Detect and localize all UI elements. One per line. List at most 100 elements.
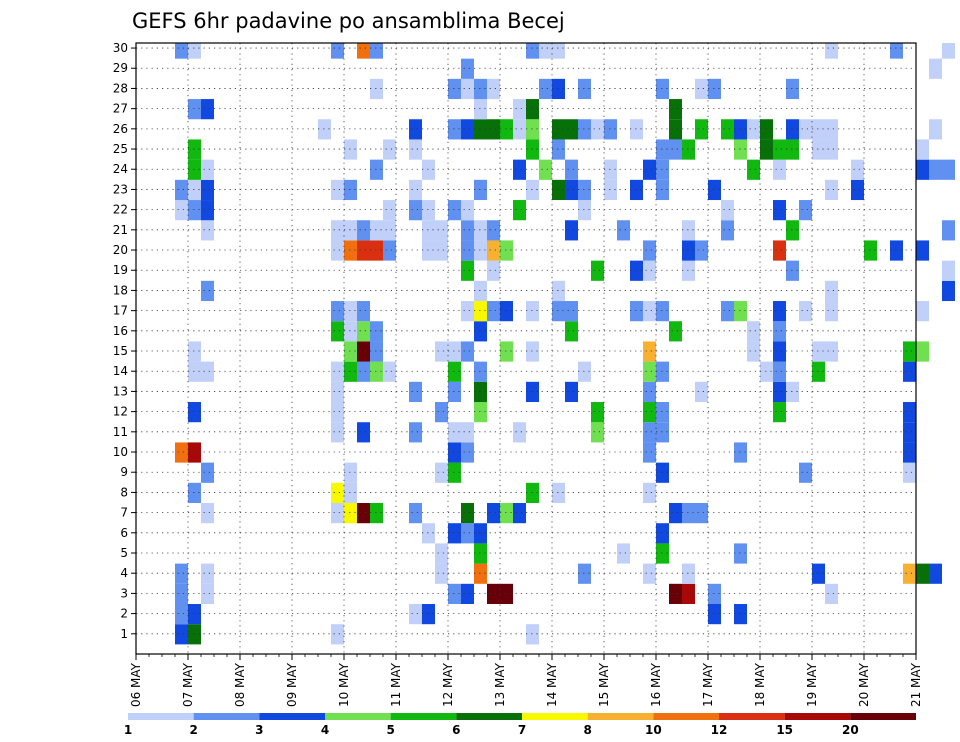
heatmap-cell <box>487 220 500 241</box>
heatmap-cell <box>188 139 201 160</box>
heatmap-cell <box>331 503 344 524</box>
heatmap-cell <box>344 341 357 362</box>
heatmap-cell <box>474 543 487 564</box>
heatmap-cell <box>812 119 825 140</box>
heatmap-cell <box>656 422 669 443</box>
heatmap-cell <box>708 604 721 625</box>
heatmap-cell <box>812 139 825 160</box>
y-tick-label: 30 <box>113 41 128 55</box>
heatmap-cell <box>435 543 448 564</box>
heatmap-cell <box>916 139 929 160</box>
heatmap-cell <box>201 99 214 120</box>
y-tick-label: 6 <box>120 526 128 540</box>
heatmap-cell <box>773 402 786 423</box>
heatmap-cell <box>773 159 786 180</box>
heatmap-cell <box>422 159 435 180</box>
y-tick-label: 11 <box>113 425 128 439</box>
y-tick-label: 7 <box>120 506 128 520</box>
heatmap-cell <box>435 563 448 584</box>
heatmap-cell <box>656 402 669 423</box>
heatmap-cell <box>552 280 565 302</box>
heatmap-cell <box>942 280 955 302</box>
heatmap-cell <box>643 422 656 443</box>
heatmap-cell <box>422 240 435 261</box>
heatmap-cell <box>487 583 500 605</box>
heatmap-cell <box>474 179 487 201</box>
heatmap-cell <box>942 159 955 180</box>
heatmap-cell <box>825 179 838 201</box>
heatmap-cell <box>552 179 565 201</box>
heatmap-cell <box>331 321 344 342</box>
heatmap-cell <box>526 119 539 140</box>
heatmap-cell <box>734 119 747 140</box>
heatmap-cell <box>370 321 383 342</box>
heatmap-cell <box>604 159 617 180</box>
y-tick-label: 27 <box>113 102 128 116</box>
heatmap-cell <box>565 301 578 322</box>
heatmap-cell <box>591 422 604 443</box>
heatmap-cell <box>734 301 747 322</box>
colorbar-swatch <box>325 713 391 720</box>
heatmap-cell <box>825 43 838 59</box>
heatmap-cell <box>929 119 942 140</box>
colorbar-swatch <box>456 713 522 720</box>
heatmap-cell <box>656 78 669 100</box>
y-tick-label: 18 <box>113 283 128 297</box>
heatmap-cell <box>344 139 357 160</box>
heatmap-cell <box>552 301 565 322</box>
heatmap-cell <box>331 402 344 423</box>
heatmap-cell <box>409 139 422 160</box>
heatmap-cell <box>721 220 734 241</box>
colorbar-label: 6 <box>452 723 460 737</box>
heatmap-cell <box>747 341 760 362</box>
heatmap-cell <box>331 301 344 322</box>
heatmap-cell <box>669 139 682 160</box>
heatmap-cell <box>825 583 838 605</box>
heatmap-cell <box>643 402 656 423</box>
heatmap-cell <box>825 280 838 302</box>
heatmap-cell <box>643 563 656 584</box>
x-tick-label: 21 MAY <box>909 662 923 707</box>
heatmap-cell <box>188 361 201 382</box>
heatmap-cell <box>201 280 214 302</box>
heatmap-cell <box>435 402 448 423</box>
heatmap-cell <box>175 43 188 59</box>
heatmap-cell <box>435 220 448 241</box>
y-tick-label: 12 <box>113 405 128 419</box>
heatmap-cell <box>448 341 461 362</box>
heatmap-cell <box>929 58 942 79</box>
colorbar-swatch <box>390 713 457 720</box>
heatmap-cell <box>708 583 721 605</box>
heatmap-cell <box>201 583 214 605</box>
heatmap-cells <box>175 43 955 645</box>
heatmap-cell <box>773 301 786 322</box>
x-tick-label: 11 MAY <box>389 662 403 707</box>
heatmap-cell <box>604 119 617 140</box>
heatmap-cell <box>175 583 188 605</box>
colorbar-swatch <box>653 713 719 720</box>
heatmap-cell <box>461 583 474 605</box>
heatmap-cell <box>526 139 539 160</box>
heatmap-cell <box>734 604 747 625</box>
heatmap-cell <box>656 301 669 322</box>
heatmap-cell <box>578 179 591 201</box>
y-tick-label: 4 <box>120 566 128 580</box>
heatmap-cell <box>812 341 825 362</box>
heatmap-cell <box>552 43 565 59</box>
heatmap-cell <box>461 442 474 463</box>
heatmap-cell <box>487 78 500 100</box>
heatmap-cell <box>526 301 539 322</box>
y-tick-label: 3 <box>120 586 128 600</box>
heatmap-cell <box>370 220 383 241</box>
heatmap-cell <box>331 482 344 504</box>
heatmap-cell <box>747 159 760 180</box>
heatmap-cell <box>461 240 474 261</box>
heatmap-cell <box>773 381 786 403</box>
heatmap-cell <box>656 139 669 160</box>
colorbar-label: 1 <box>124 723 132 737</box>
heatmap-cell <box>474 220 487 241</box>
heatmap-cell <box>331 361 344 382</box>
heatmap-cell <box>669 503 682 524</box>
heatmap-cell <box>695 119 708 140</box>
heatmap-cell <box>409 200 422 221</box>
